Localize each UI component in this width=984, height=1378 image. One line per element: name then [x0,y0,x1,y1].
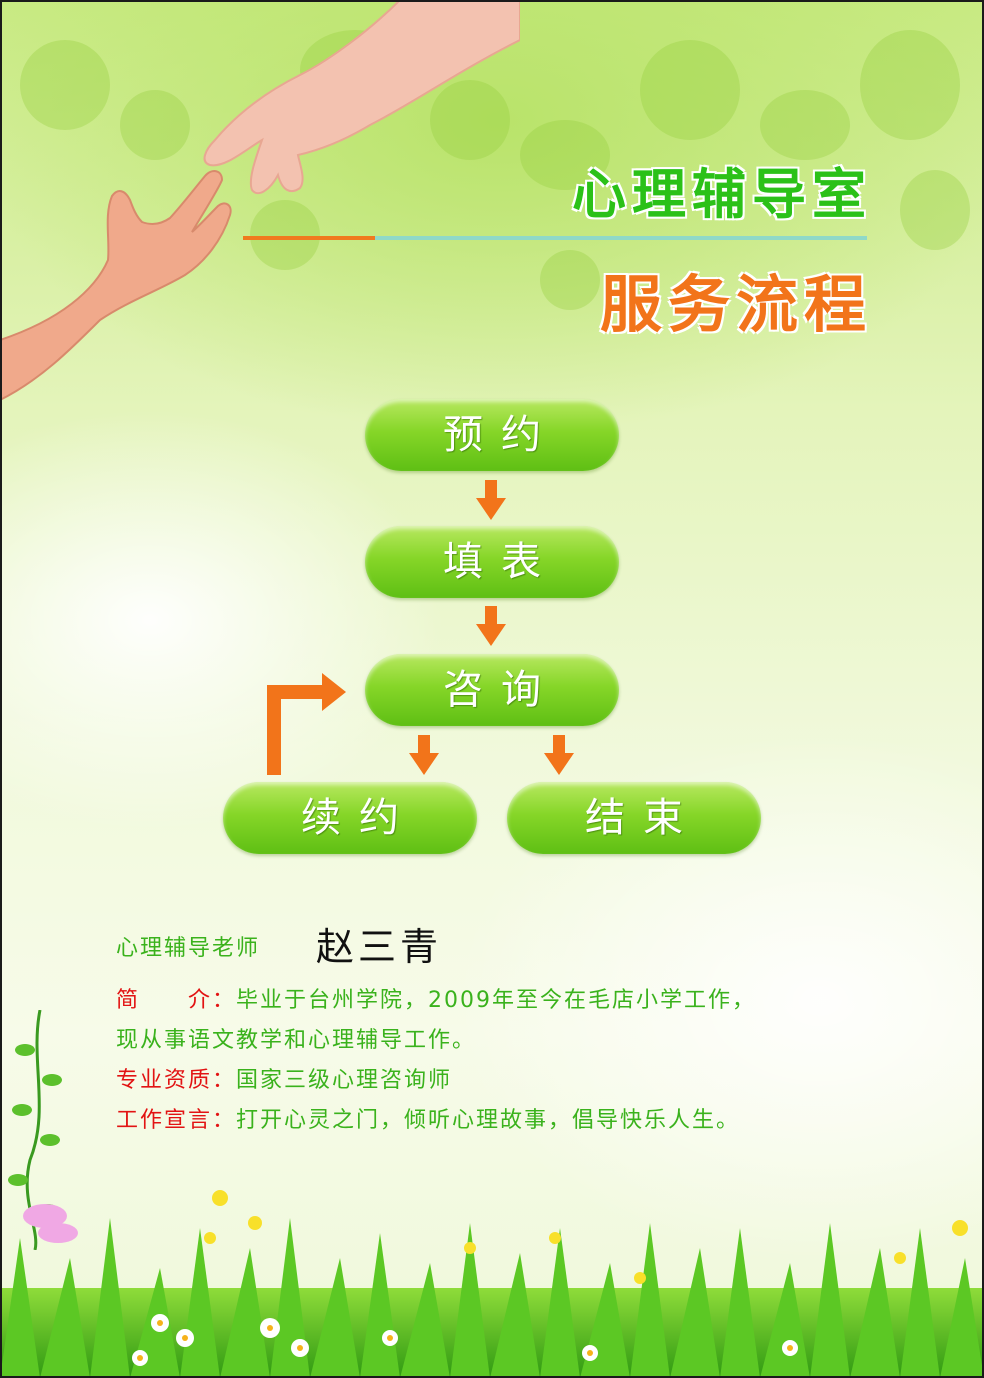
hands-illustration [0,0,520,402]
decor-blob [20,40,110,130]
decor-blob [900,170,970,250]
decor-blob [520,120,610,190]
teacher-label: 心理辅导老师 [116,936,261,961]
qualification-row: 专业资质：国家三级心理咨询师 [116,1062,452,1094]
down-arrow-icon [409,735,439,775]
down-arrow-icon [476,606,506,646]
flow-step-form: 填表 [365,526,619,598]
flow-step-consult: 咨询 [365,654,619,726]
motto-row: 工作宣言：打开心灵之门，倾听心理故事，倡导快乐人生。 [116,1102,740,1134]
flow-step-label: 结束 [585,795,701,841]
teacher-name: 赵三青 [316,925,443,969]
title-divider [243,236,375,240]
qualification-text: 国家三级心理咨询师 [236,1068,453,1093]
flow-step-label: 咨询 [443,667,559,713]
flow-step-renew: 续约 [223,782,477,854]
down-arrow-icon [544,735,574,775]
page-title: 心理辅导室 [572,163,872,226]
qualification-label: 专业资质： [116,1068,237,1093]
motto-label: 工作宣言： [116,1108,237,1133]
flow-step-label: 填表 [443,539,559,585]
decor-blob [760,90,850,160]
loop-arrow-icon [267,673,346,775]
flow-step-label: 续约 [301,795,417,841]
page-subtitle: 服务流程 [599,268,872,341]
decor-blob [430,80,510,160]
intro-text: 现从事语文教学和心理辅导工作。 [116,1028,477,1053]
decor-blob [540,250,600,310]
flow-step-label: 预约 [443,412,559,458]
down-arrow-icon [476,480,506,520]
flow-step-end: 结束 [507,782,761,854]
title-divider [375,236,867,240]
intro-row-continued: 现从事语文教学和心理辅导工作。 [116,1022,476,1054]
flow-step-appointment: 预约 [365,399,619,471]
intro-row: 简 介：毕业于台州学院，2009年至今在毛店小学工作， [116,982,756,1014]
motto-text: 打开心灵之门，倾听心理故事，倡导快乐人生。 [236,1108,741,1133]
intro-label: 简 介： [116,988,237,1013]
intro-text: 毕业于台州学院，2009年至今在毛店小学工作， [236,988,757,1013]
decor-blob [120,90,190,160]
decor-blob [640,40,740,140]
grass-decoration [0,1190,984,1378]
decor-blob [250,200,320,270]
decor-blob [860,30,960,140]
